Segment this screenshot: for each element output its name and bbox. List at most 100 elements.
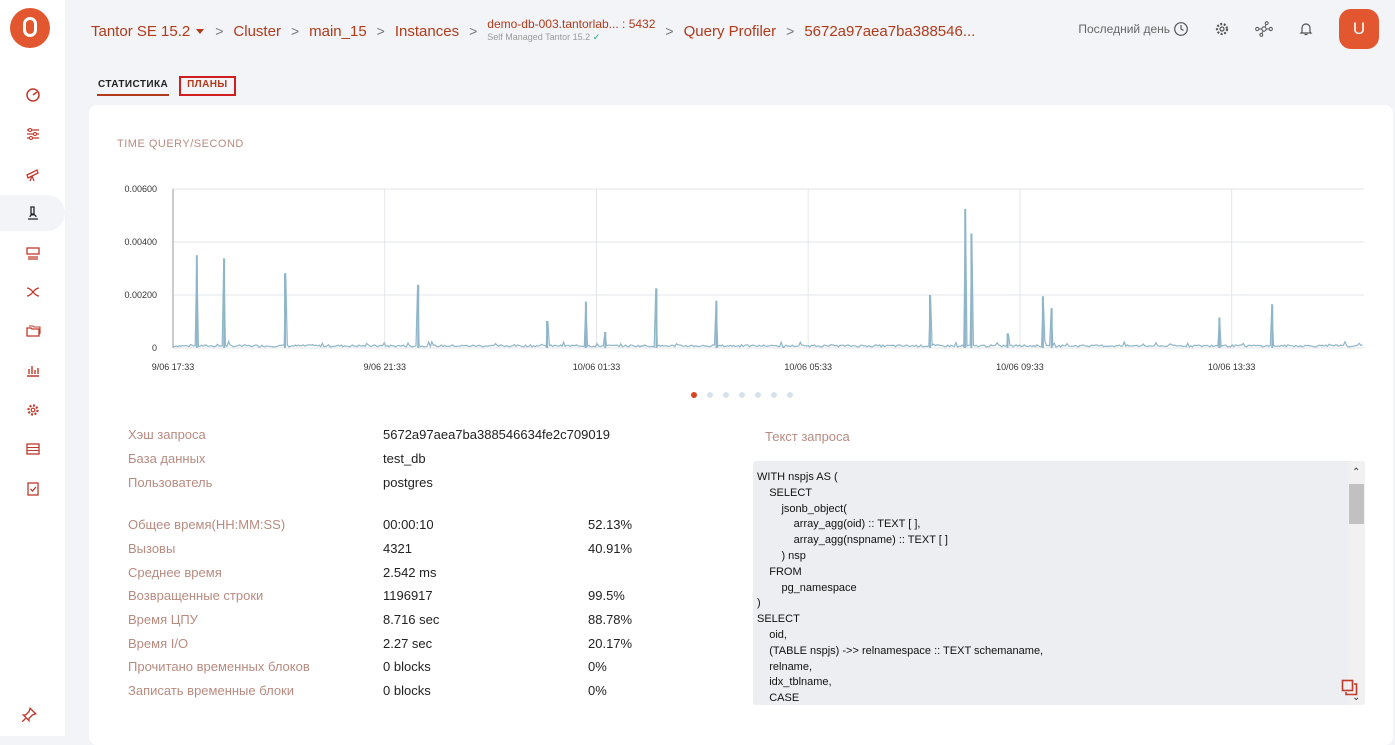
pagination-dot[interactable]: [707, 392, 713, 398]
chevron-right-icon: >: [786, 23, 795, 39]
logo[interactable]: [10, 8, 50, 48]
query-text-title: Текст запроса: [765, 429, 850, 444]
metric-value: 0 blocks: [383, 659, 431, 674]
telescope-icon: [25, 169, 39, 182]
metric-label: Записать временные блоки: [128, 683, 295, 698]
tab-plans[interactable]: ПЛАНЫ: [179, 76, 236, 96]
breadcrumb: Tantor SE 15.2 > Cluster > main_15 > Ins…: [91, 17, 976, 43]
settings-button[interactable]: [1213, 20, 1231, 38]
shuffle-icon: [26, 287, 39, 297]
caret-down-icon[interactable]: [195, 26, 205, 36]
breadcrumb-instance[interactable]: demo-db-003.tantorlab... : 5432 Self Man…: [487, 17, 656, 43]
server-icon: [25, 247, 40, 260]
pin-button[interactable]: [20, 706, 38, 729]
breadcrumb-hash[interactable]: 5672a97aea7ba388546...: [804, 22, 976, 40]
metric-value: 1196917: [383, 588, 433, 603]
sidebar-item-shuffle[interactable]: [0, 274, 65, 310]
scroll-thumb[interactable]: [1349, 484, 1364, 524]
breadcrumb-profiler[interactable]: Query Profiler: [683, 22, 777, 40]
chevron-right-icon: >: [665, 23, 674, 39]
query-text-box[interactable]: WITH nspjs AS ( SELECT jsonb_object( arr…: [753, 461, 1365, 705]
sidebar-item-folders[interactable]: [0, 313, 65, 349]
gauge-icon: [25, 88, 40, 102]
copy-icon: [1341, 679, 1358, 696]
scroll-up-icon[interactable]: ⌃: [1352, 467, 1361, 478]
y-tick-label: 0: [152, 343, 157, 353]
hash-value: 5672a97aea7ba388546634fe2c709019: [383, 427, 611, 442]
metric-percent: 20.17%: [588, 636, 633, 651]
y-tick-label: 0.00200: [124, 290, 157, 300]
x-tick-label: 9/06 21:33: [363, 362, 406, 372]
sidebar-item-servers[interactable]: [0, 235, 65, 271]
notifications-button[interactable]: [1297, 20, 1315, 38]
metric-label: Общее время(HH:MM:SS): [128, 517, 286, 532]
metric-percent: 52.13%: [588, 517, 633, 532]
table-icon: [25, 443, 40, 455]
x-tick-label: 10/06 13:33: [1208, 362, 1256, 372]
metric-percent: 88.78%: [588, 612, 633, 627]
sidebar-item-tasks[interactable]: [0, 471, 65, 507]
breadcrumb-cluster[interactable]: Cluster: [233, 22, 281, 40]
x-tick-label: 10/06 09:33: [996, 362, 1044, 372]
pagination-dot[interactable]: [755, 392, 761, 398]
breadcrumb-instances[interactable]: Instances: [394, 22, 460, 40]
sliders-icon: [26, 128, 39, 140]
query-text: WITH nspjs AS ( SELECT jsonb_object( arr…: [757, 471, 1044, 705]
sidebar-item-config[interactable]: [0, 392, 65, 428]
chart-title: TIME QUERY/SECOND: [117, 138, 244, 150]
sidebar-item-telescope[interactable]: [0, 156, 65, 192]
pin-icon: [21, 707, 37, 723]
metric-percent: 99.5%: [588, 588, 625, 603]
breadcrumb-product[interactable]: Tantor SE 15.2: [91, 22, 191, 40]
user-avatar[interactable]: U: [1339, 9, 1379, 49]
pagination-dot[interactable]: [739, 392, 745, 398]
pagination-dot[interactable]: [691, 392, 697, 398]
copy-button[interactable]: [1341, 679, 1359, 702]
db-label: База данных: [128, 451, 206, 466]
topology-button[interactable]: [1255, 20, 1273, 38]
time-query-chart: 0 0.00200 0.00400 0.00600 9/06 17:33 9/06 21:…: [124, 184, 1364, 372]
sidebar-item-charts[interactable]: [0, 352, 65, 388]
metric-value: 4321: [383, 541, 412, 556]
chevron-right-icon: >: [376, 23, 385, 39]
breadcrumb-main[interactable]: main_15: [309, 22, 367, 40]
chevron-right-icon: >: [290, 23, 300, 39]
metric-label: Прочитано временных блоков: [128, 659, 310, 674]
sidebar-item-dashboard[interactable]: [0, 77, 65, 113]
bell-icon: [1299, 23, 1313, 36]
sidebar-item-table[interactable]: [0, 431, 65, 467]
sidebar: [0, 0, 65, 736]
sidebar-item-settings[interactable]: [0, 116, 65, 152]
check-circle-icon: ✓: [592, 32, 601, 42]
gear-icon: [26, 404, 39, 416]
pagination-dot[interactable]: [771, 392, 777, 398]
microscope-icon: [27, 206, 38, 220]
network-icon: [1255, 21, 1273, 37]
metric-label: Время I/O: [128, 636, 189, 651]
user-label: Пользователь: [128, 475, 213, 490]
query-scrollbar[interactable]: ⌃ ⌄: [1348, 461, 1365, 705]
checklist-icon: [26, 482, 39, 496]
chevron-right-icon: >: [215, 23, 224, 39]
scroll-down-icon[interactable]: ⌄: [1352, 692, 1361, 703]
metric-value: 8.716 sec: [383, 612, 440, 627]
instance-subtitle: Self Managed Tantor 15.2: [487, 32, 591, 42]
period-selector[interactable]: Последний день: [1078, 21, 1189, 37]
sidebar-item-profiler[interactable]: [0, 195, 65, 231]
clock-icon: [1174, 22, 1188, 36]
instance-port: : 5432: [622, 17, 656, 31]
bar-chart-icon: [26, 366, 39, 377]
tab-statistics[interactable]: СТАТИСТИКА: [97, 76, 170, 96]
pagination-dot[interactable]: [723, 392, 729, 398]
metric-value: 2.27 sec: [383, 636, 433, 651]
tab-bar: СТАТИСТИКА ПЛАНЫ: [97, 76, 246, 96]
chevron-right-icon: >: [469, 23, 478, 39]
pagination-dot[interactable]: [787, 392, 793, 398]
metric-percent: 0%: [588, 659, 607, 674]
top-bar: Tantor SE 15.2 > Cluster > main_15 > Ins…: [65, 0, 1395, 58]
y-tick-label: 0.00400: [124, 237, 157, 247]
folders-icon: [25, 325, 41, 337]
instance-name: demo-db-003.tantorlab...: [487, 17, 619, 31]
metric-percent: 0%: [588, 683, 607, 698]
metric-label: Вызовы: [128, 541, 176, 556]
